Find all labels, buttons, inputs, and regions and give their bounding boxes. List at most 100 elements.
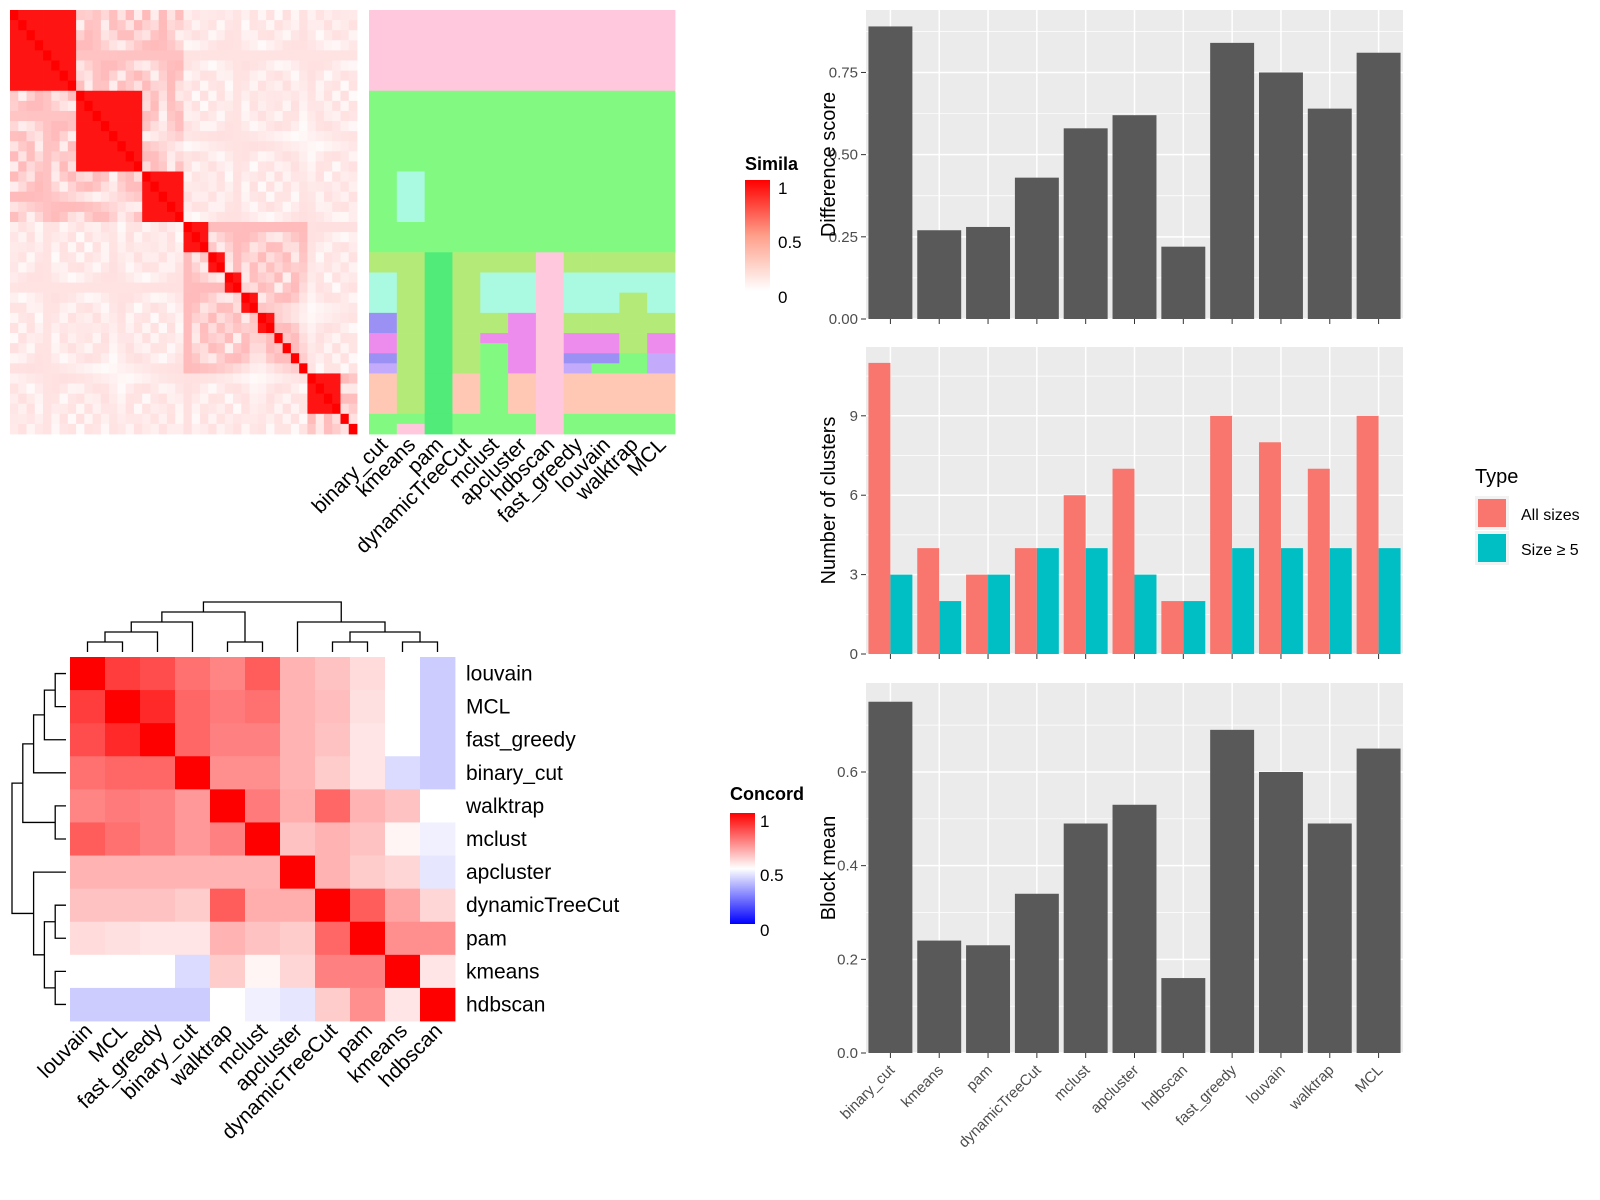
concordance-cell — [350, 789, 386, 823]
similarity-cell — [133, 161, 143, 172]
concordance-cell — [210, 723, 246, 757]
similarity-cell — [191, 312, 201, 324]
similarity-cell — [208, 80, 217, 92]
similarity-cell — [290, 80, 300, 92]
dendrogram-branch — [349, 631, 421, 642]
similarity-cell — [340, 191, 350, 203]
concordance-cell — [105, 888, 141, 923]
similarity-cell — [216, 363, 226, 374]
similarity-cell — [224, 252, 234, 263]
similarity-cell — [249, 40, 259, 51]
bar-all-sizes — [1063, 495, 1086, 654]
assignment-cell — [619, 272, 648, 294]
similarity-cell — [43, 403, 52, 415]
similarity-cell — [142, 80, 151, 92]
similarity-cell — [10, 232, 19, 243]
similarity-cell — [274, 232, 284, 243]
similarity-cell — [290, 413, 300, 425]
similarity-cell — [125, 171, 135, 183]
similarity-cell — [241, 10, 250, 21]
similarity-cell — [208, 131, 217, 142]
similarity-cell — [117, 151, 127, 162]
similarity-cell — [142, 121, 151, 132]
similarity-cell — [299, 50, 308, 61]
similarity-cell — [348, 110, 358, 122]
bar — [1014, 177, 1059, 319]
similarity-cell — [150, 222, 160, 233]
similarity-cell — [249, 222, 259, 233]
similarity-cell — [67, 121, 77, 132]
similarity-cell — [332, 171, 341, 183]
similarity-cell — [257, 232, 267, 243]
similarity-cell — [109, 151, 118, 162]
similarity-cell — [307, 363, 317, 374]
concordance-cell — [245, 690, 281, 724]
assignment-cell — [452, 292, 481, 314]
similarity-cell — [191, 80, 201, 92]
similarity-cell — [315, 242, 325, 253]
assignment-cell — [480, 363, 509, 374]
similarity-cell — [266, 201, 275, 213]
similarity-cell — [216, 131, 226, 142]
similarity-cell — [84, 242, 94, 253]
concordance-legend-tick-0-5: 0.5 — [760, 866, 784, 885]
similarity-cell — [100, 312, 110, 324]
similarity-cell — [84, 50, 94, 61]
bar-all-sizes — [868, 362, 891, 654]
similarity-cell — [266, 413, 275, 425]
assignment-cell — [647, 353, 676, 364]
similarity-cell — [290, 60, 300, 71]
assignment-cell — [591, 90, 620, 172]
similarity-cell — [323, 312, 333, 324]
similarity-cell — [51, 30, 60, 41]
similarity-cell — [348, 211, 358, 223]
similarity-cell — [34, 151, 44, 162]
concordance-cell — [385, 888, 421, 923]
similarity-cell — [166, 191, 176, 203]
similarity-cell — [332, 161, 341, 172]
assignment-cell — [369, 373, 398, 415]
similarity-cell — [18, 20, 27, 31]
concordance-row-label: pam — [466, 927, 507, 950]
similarity-cell — [183, 413, 193, 425]
similarity-cell — [191, 413, 201, 425]
assignment-cell — [563, 10, 592, 92]
similarity-cell — [109, 40, 118, 51]
similarity-cell — [290, 363, 300, 374]
similarity-cell — [26, 80, 36, 92]
similarity-cell — [183, 302, 193, 314]
similarity-cell — [100, 40, 110, 51]
similarity-cell — [249, 423, 259, 435]
similarity-cell — [76, 262, 85, 273]
similarity-cell — [257, 353, 267, 364]
similarity-cell — [100, 232, 110, 243]
similarity-cell — [117, 363, 127, 374]
similarity-cell — [175, 353, 184, 364]
concordance-cell — [175, 756, 211, 790]
similarity-cell — [323, 131, 333, 142]
similarity-cell — [183, 383, 193, 395]
similarity-cell — [332, 292, 341, 304]
similarity-cell — [100, 322, 110, 334]
similarity-cell — [84, 322, 94, 334]
similarity-cell — [340, 30, 350, 41]
similarity-cell — [166, 242, 176, 253]
similarity-cell — [340, 403, 350, 415]
similarity-cell — [100, 423, 110, 435]
similarity-cell — [348, 423, 358, 435]
similarity-cell — [183, 131, 193, 142]
similarity-cell — [59, 232, 69, 243]
similarity-cell — [18, 343, 27, 354]
similarity-cell — [266, 333, 275, 344]
similarity-cell — [100, 181, 110, 193]
concordance-cell — [245, 657, 281, 691]
similarity-cell — [208, 222, 217, 233]
similarity-cell — [274, 100, 284, 112]
similarity-cell — [133, 333, 143, 344]
similarity-cell — [266, 30, 275, 41]
similarity-cell — [332, 413, 341, 425]
similarity-cell — [84, 30, 94, 41]
similarity-cell — [10, 262, 19, 273]
similarity-cell — [183, 242, 193, 253]
similarity-cell — [34, 131, 44, 142]
